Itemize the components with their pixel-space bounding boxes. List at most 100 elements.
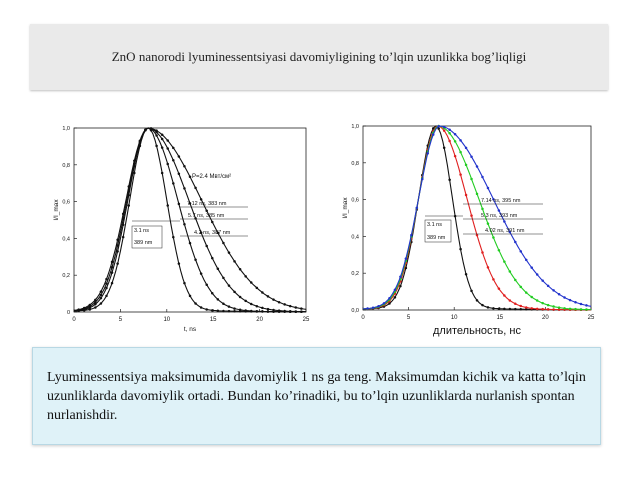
- series-point: [300, 310, 303, 313]
- annotation-box: [424, 219, 452, 243]
- series-point: [188, 294, 192, 298]
- series-point: [426, 152, 430, 155]
- x-axis-label: длительность, нс: [433, 325, 521, 337]
- series-point: [519, 250, 523, 253]
- series-point: [127, 204, 131, 207]
- series-point: [470, 214, 473, 217]
- chart-left: 0 5 10 15 20 25 0 0,2 0,4 0,6 0,8 1,0 t, ns I/I_max 7.…: [40, 106, 314, 340]
- x-tick-label: 10: [451, 315, 458, 321]
- annotation-box: [131, 225, 163, 249]
- y-axis-label: I/I_max: [53, 199, 60, 221]
- series-point: [116, 250, 119, 253]
- series-point: [453, 154, 457, 158]
- series-point: [255, 310, 259, 313]
- series-point: [211, 256, 214, 260]
- series-point: [105, 277, 108, 281]
- series-point: [277, 309, 281, 312]
- annotation-label: 4.2 ns, 387 nm: [194, 230, 231, 236]
- x-tick-label: 15: [210, 317, 217, 323]
- series-point: [519, 285, 523, 289]
- series-point: [105, 294, 108, 298]
- series-point: [244, 299, 247, 303]
- x-tick-label: 25: [588, 315, 595, 321]
- series-point: [188, 241, 192, 245]
- series-point: [546, 284, 550, 288]
- y-tick-label: 0,0: [351, 308, 359, 314]
- series-point: [530, 295, 533, 299]
- series-point: [524, 306, 528, 309]
- series-point: [238, 308, 242, 312]
- series-point: [535, 307, 539, 311]
- x-tick-label: 15: [496, 315, 503, 321]
- series-point: [404, 266, 408, 270]
- series-point: [579, 308, 583, 311]
- series-point: [464, 163, 468, 167]
- series-point: [464, 193, 468, 197]
- series-point: [188, 202, 192, 205]
- series-point: [459, 150, 462, 154]
- series-point: [249, 302, 253, 306]
- series-point: [110, 281, 114, 285]
- series-point: [277, 301, 281, 304]
- series-point: [166, 139, 169, 142]
- slide-title: ZnO nanorodi lyuminessentsiyasi davomiyl…: [111, 49, 527, 64]
- series-point: [585, 304, 588, 307]
- series-point: [585, 308, 588, 311]
- series-point: [481, 175, 484, 179]
- series-point: [222, 302, 225, 305]
- series-point: [160, 133, 164, 136]
- y-tick-label: 0,6: [351, 198, 359, 204]
- series-point: [110, 271, 114, 274]
- series-point: [519, 307, 523, 311]
- series-point: [121, 235, 125, 239]
- series-point: [371, 306, 375, 309]
- series-point: [127, 185, 131, 188]
- series-point: [459, 139, 462, 142]
- series-line: [73, 127, 307, 313]
- annotation-label: 389 nm: [134, 240, 153, 246]
- series-point: [172, 235, 175, 239]
- y-tick-label: 0,6: [62, 200, 70, 206]
- series-point: [166, 162, 169, 166]
- series-point: [255, 286, 259, 290]
- series-point: [222, 309, 225, 313]
- series-point: [481, 303, 484, 307]
- series-point: [238, 268, 242, 271]
- series-point: [199, 198, 203, 201]
- series-line: [362, 125, 591, 311]
- series-point: [514, 302, 517, 306]
- series-point: [519, 304, 523, 308]
- series-point: [172, 159, 175, 162]
- series-point: [216, 231, 220, 235]
- series-point: [563, 307, 566, 310]
- series-point: [211, 291, 214, 295]
- title-bar: ZnO nanorodi lyuminessentsiyasi davomiyl…: [30, 24, 608, 90]
- series-point: [557, 308, 561, 311]
- series-point: [194, 186, 197, 190]
- series-point: [508, 299, 512, 302]
- series-point: [261, 306, 264, 310]
- series-point: [283, 309, 286, 313]
- series-point: [563, 296, 566, 299]
- series-point: [177, 262, 181, 265]
- series-point: [149, 127, 153, 130]
- series-point: [172, 146, 175, 150]
- series-point: [442, 129, 446, 132]
- series-point: [105, 286, 108, 290]
- series-point: [272, 298, 275, 301]
- series-point: [188, 175, 192, 179]
- series-point: [266, 307, 270, 311]
- series-point: [261, 310, 264, 313]
- series-point: [205, 244, 208, 248]
- series-point: [294, 310, 298, 313]
- power-label: P=2.4 Mвт/см²: [192, 174, 231, 180]
- series-point: [183, 164, 186, 168]
- series-point: [503, 260, 506, 263]
- series-point: [470, 289, 473, 293]
- series-point: [172, 182, 175, 185]
- series-line: [362, 125, 591, 311]
- series-point: [421, 177, 424, 181]
- series-point: [272, 308, 275, 312]
- series-point: [227, 309, 231, 313]
- series-point: [222, 241, 225, 245]
